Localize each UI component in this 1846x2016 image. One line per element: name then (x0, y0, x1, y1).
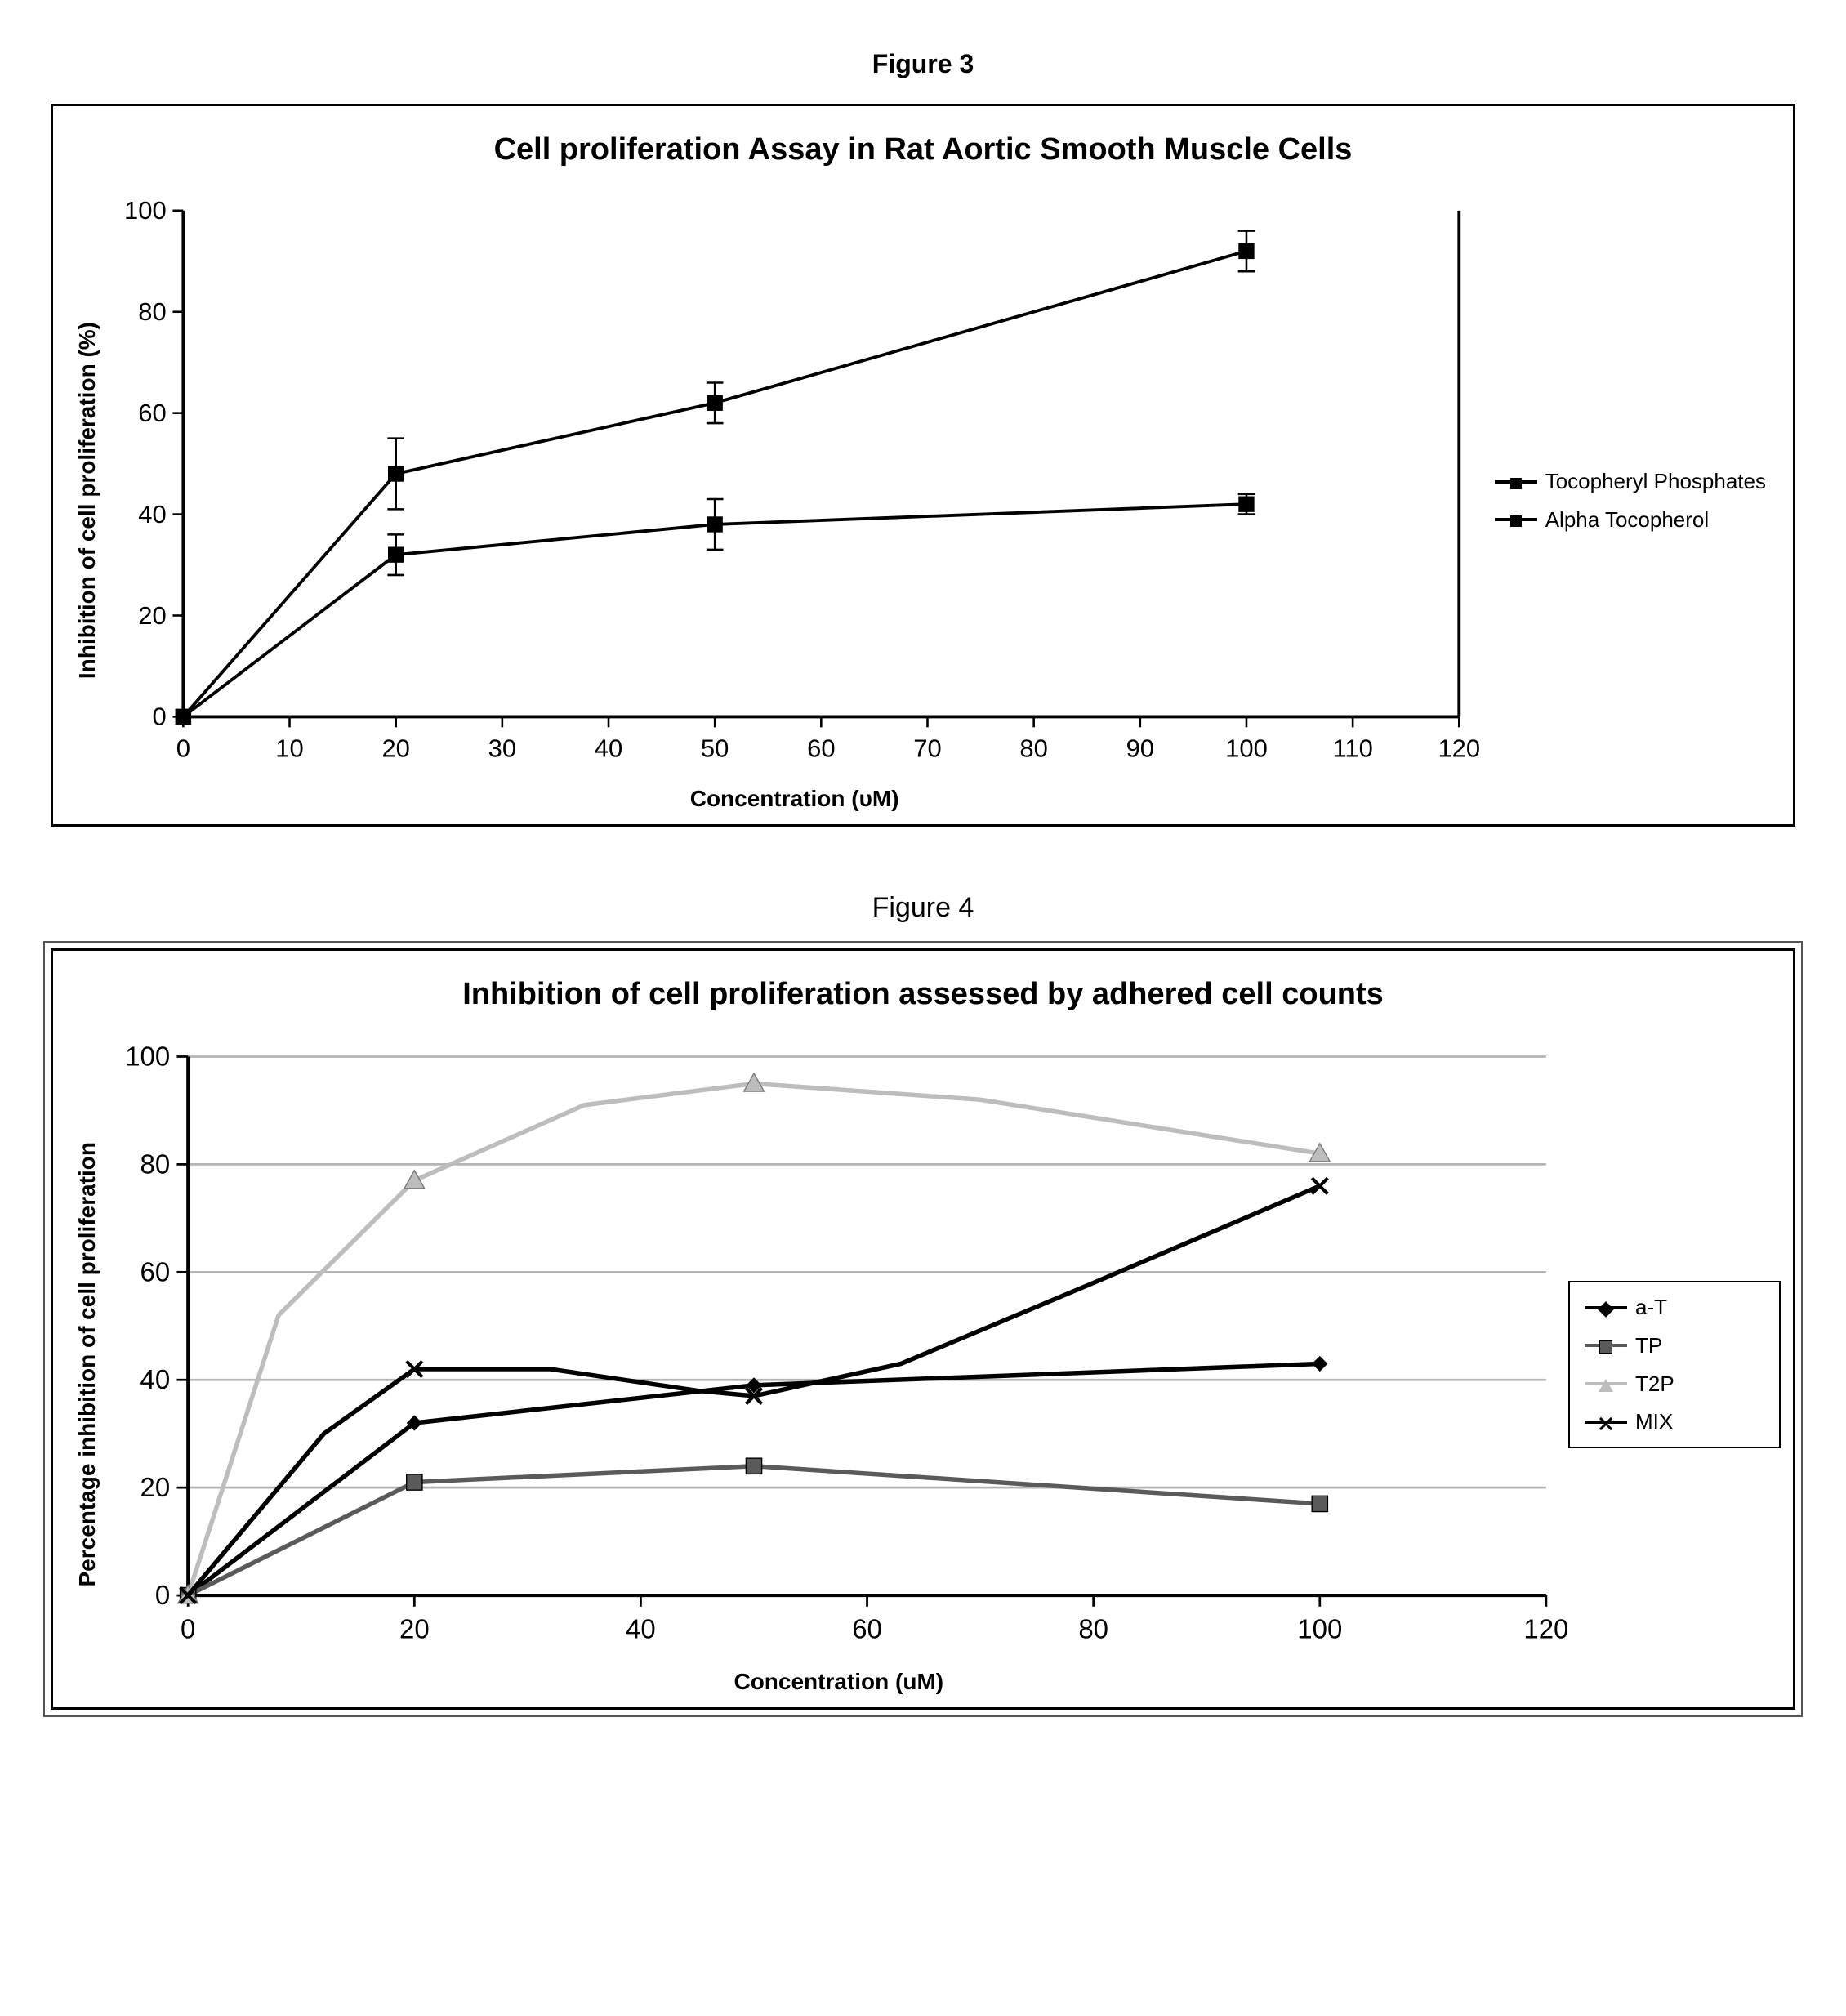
svg-text:0: 0 (181, 1613, 195, 1644)
svg-text:110: 110 (1332, 734, 1372, 762)
legend-item: Tocopheryl Phosphates (1495, 470, 1766, 493)
figure4-legend: a-T TP T2P MIX (1568, 1281, 1781, 1447)
svg-text:50: 50 (701, 734, 729, 762)
svg-text:20: 20 (399, 1613, 430, 1644)
svg-text:20: 20 (138, 600, 166, 629)
legend-item: MIX (1585, 1410, 1764, 1434)
figure4-frame: Inhibition of cell proliferation assesse… (51, 948, 1795, 1710)
svg-text:80: 80 (1019, 734, 1047, 762)
svg-text:80: 80 (138, 297, 166, 326)
svg-text:40: 40 (594, 734, 622, 762)
svg-text:120: 120 (1523, 1613, 1568, 1644)
figure4-title: Inhibition of cell proliferation assesse… (98, 975, 1748, 1015)
svg-text:80: 80 (140, 1148, 170, 1179)
svg-text:100: 100 (124, 196, 167, 225)
figure3-xlabel: Concentration (υM) (109, 786, 1480, 812)
svg-text:40: 40 (138, 499, 166, 528)
figure3-caption: Figure 3 (33, 49, 1813, 79)
svg-text:60: 60 (140, 1256, 170, 1287)
legend-item: T2P (1585, 1372, 1764, 1396)
svg-text:120: 120 (1438, 734, 1480, 762)
svg-text:0: 0 (176, 734, 190, 762)
figure4-ylabel: Percentage inhibition of cell proliferat… (65, 1142, 109, 1587)
svg-text:40: 40 (626, 1613, 656, 1644)
svg-text:10: 10 (275, 734, 303, 762)
svg-text:60: 60 (138, 398, 166, 426)
figure3-legend: Tocopheryl Phosphates Alpha Tocopherol (1480, 457, 1781, 544)
svg-text:20: 20 (381, 734, 409, 762)
svg-text:0: 0 (152, 702, 166, 730)
svg-text:40: 40 (140, 1364, 170, 1394)
svg-text:60: 60 (807, 734, 835, 762)
figure3-plot: 0 10 20 30 40 50 60 70 80 90 100 110 120 0 20 40 60 80 100 (109, 190, 1480, 780)
svg-text:60: 60 (852, 1613, 882, 1644)
figure4-xlabel: Concentration (uM) (109, 1669, 1568, 1695)
svg-text:100: 100 (1297, 1613, 1342, 1644)
figure3-frame: Cell proliferation Assay in Rat Aortic S… (51, 104, 1795, 827)
svg-text:20: 20 (140, 1472, 170, 1502)
legend-item: Alpha Tocopherol (1495, 508, 1766, 532)
svg-text:30: 30 (488, 734, 515, 762)
svg-text:90: 90 (1126, 734, 1153, 762)
svg-text:70: 70 (913, 734, 941, 762)
figure4-plot: 0 20 40 60 80 100 120 0 20 40 60 80 100 (109, 1034, 1568, 1663)
svg-text:0: 0 (154, 1580, 169, 1610)
legend-item: a-T (1585, 1296, 1764, 1319)
figure3-title: Cell proliferation Assay in Rat Aortic S… (98, 131, 1748, 170)
svg-text:100: 100 (1225, 734, 1268, 762)
svg-text:100: 100 (125, 1041, 170, 1071)
legend-item: TP (1585, 1334, 1764, 1358)
figure3-ylabel: Inhibition of cell proliferation (%) (65, 322, 109, 679)
figure4-caption: Figure 4 (33, 892, 1813, 924)
svg-text:80: 80 (1078, 1613, 1108, 1644)
